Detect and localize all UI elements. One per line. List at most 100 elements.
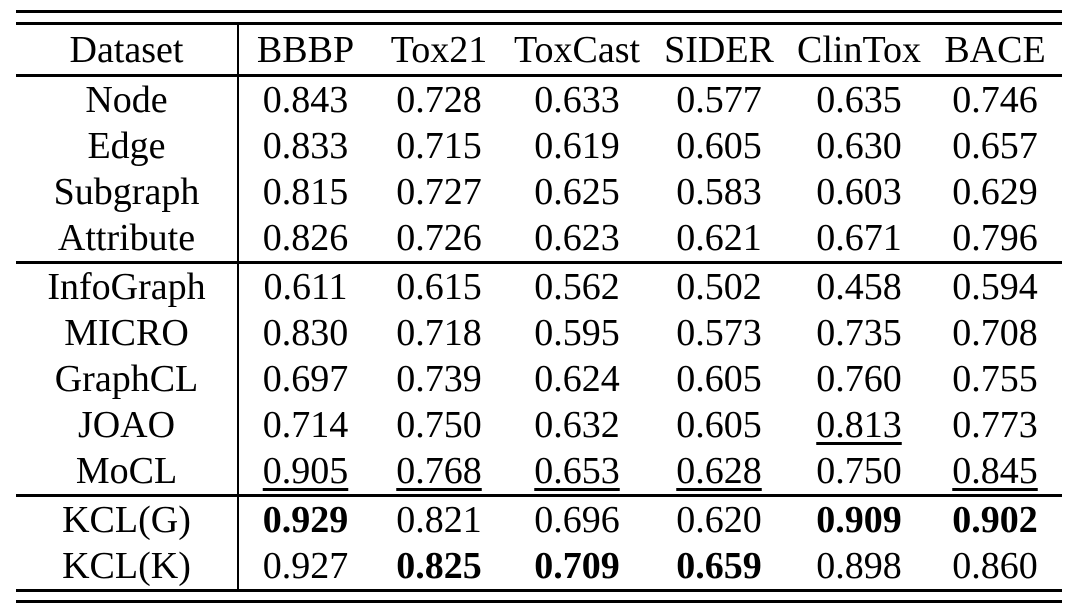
value-cell: 0.796 — [952, 217, 1038, 259]
table-body-group-3: KCL(G) 0.929 0.821 0.696 0.620 0.909 0.902 KCL(… — [16, 495, 1062, 591]
table-row: Node 0.843 0.728 0.633 0.577 0.635 0.746 — [16, 75, 1062, 123]
value-cell: 0.726 — [396, 217, 482, 259]
value-cell: 0.709 — [534, 545, 620, 587]
value-cell: 0.727 — [396, 171, 482, 213]
value-cell: 0.633 — [534, 79, 620, 121]
value-cell: 0.750 — [816, 450, 902, 492]
value-cell: 0.577 — [676, 79, 762, 121]
value-cell: 0.653 — [534, 450, 620, 492]
table-row: Edge 0.833 0.715 0.619 0.605 0.630 0.657 — [16, 123, 1062, 169]
value-cell: 0.697 — [262, 358, 349, 400]
value-cell: 0.735 — [816, 312, 902, 354]
column-header-dataset: Dataset — [16, 23, 239, 77]
value-cell: 0.815 — [262, 171, 349, 213]
row-label: KCL(G) — [16, 495, 239, 543]
value-cell: 0.632 — [534, 404, 620, 446]
value-cell: 0.619 — [534, 125, 620, 167]
value-cell: 0.605 — [676, 125, 762, 167]
results-table: Dataset BBBP Tox21 ToxCast SIDER ClinTox… — [16, 22, 1062, 592]
value-cell: 0.671 — [816, 217, 902, 259]
value-cell: 0.659 — [676, 545, 762, 587]
value-cell: 0.583 — [676, 171, 762, 213]
value-cell: 0.905 — [262, 450, 349, 492]
table-row: GraphCL 0.697 0.739 0.624 0.605 0.760 0.755 — [16, 356, 1062, 402]
table-row: KCL(K) 0.927 0.825 0.709 0.659 0.898 0.860 — [16, 543, 1062, 591]
value-cell: 0.927 — [262, 545, 349, 587]
row-label: MoCL — [16, 448, 239, 496]
row-label: InfoGraph — [16, 262, 239, 310]
value-cell: 0.696 — [534, 499, 620, 541]
value-cell: 0.624 — [534, 358, 620, 400]
results-table-container: Dataset BBBP Tox21 ToxCast SIDER ClinTox… — [16, 10, 1062, 603]
value-cell: 0.615 — [396, 266, 482, 308]
value-cell: 0.909 — [816, 499, 902, 541]
table-header: Dataset BBBP Tox21 ToxCast SIDER ClinTox… — [16, 23, 1062, 77]
row-label: Edge — [16, 123, 239, 169]
value-cell: 0.635 — [816, 79, 902, 121]
value-cell: 0.739 — [396, 358, 482, 400]
table-row: Attribute 0.826 0.726 0.623 0.621 0.671 0.796 — [16, 215, 1062, 263]
value-cell: 0.898 — [816, 545, 902, 587]
value-cell: 0.629 — [952, 171, 1038, 213]
value-cell: 0.773 — [952, 404, 1038, 446]
row-label: Node — [16, 75, 239, 123]
row-label: JOAO — [16, 402, 239, 448]
bottom-double-rule-line — [16, 600, 1062, 603]
value-cell: 0.502 — [676, 266, 762, 308]
value-cell: 0.611 — [263, 266, 348, 308]
table-row: JOAO 0.714 0.750 0.632 0.605 0.813 0.773 — [16, 402, 1062, 448]
value-cell: 0.902 — [952, 499, 1038, 541]
value-cell: 0.628 — [676, 450, 762, 492]
value-cell: 0.746 — [952, 79, 1038, 121]
value-cell: 0.623 — [534, 217, 620, 259]
row-label: KCL(K) — [16, 543, 239, 591]
value-cell: 0.714 — [262, 404, 349, 446]
table-row: MICRO 0.830 0.718 0.595 0.573 0.735 0.708 — [16, 310, 1062, 356]
row-label: GraphCL — [16, 356, 239, 402]
column-header-sider: SIDER — [648, 23, 790, 77]
value-cell: 0.821 — [396, 499, 482, 541]
value-cell: 0.605 — [676, 358, 762, 400]
row-label: MICRO — [16, 310, 239, 356]
table-body-group-2: InfoGraph 0.611 0.615 0.562 0.502 0.458 0.594 M… — [16, 262, 1062, 496]
value-cell: 0.625 — [534, 171, 620, 213]
table-row: MoCL 0.905 0.768 0.653 0.628 0.750 0.845 — [16, 448, 1062, 496]
value-cell: 0.708 — [952, 312, 1038, 354]
value-cell: 0.630 — [816, 125, 902, 167]
table-row: KCL(G) 0.929 0.821 0.696 0.620 0.909 0.902 — [16, 495, 1062, 543]
value-cell: 0.620 — [676, 499, 762, 541]
table-row: InfoGraph 0.611 0.615 0.562 0.502 0.458 0.594 — [16, 262, 1062, 310]
value-cell: 0.760 — [816, 358, 902, 400]
value-cell: 0.603 — [816, 171, 902, 213]
row-label: Attribute — [16, 215, 239, 263]
value-cell: 0.718 — [396, 312, 482, 354]
value-cell: 0.605 — [676, 404, 762, 446]
value-cell: 0.843 — [262, 79, 349, 121]
table-header-row: Dataset BBBP Tox21 ToxCast SIDER ClinTox… — [16, 23, 1062, 77]
column-header-tox21: Tox21 — [372, 23, 506, 77]
table-body-group-1: Node 0.843 0.728 0.633 0.577 0.635 0.746 Edge 0.… — [16, 75, 1062, 263]
value-cell: 0.845 — [952, 450, 1038, 492]
value-cell: 0.833 — [262, 125, 349, 167]
column-header-bbbp: BBBP — [238, 23, 372, 77]
value-cell: 0.929 — [262, 499, 349, 541]
value-cell: 0.715 — [396, 125, 482, 167]
value-cell: 0.825 — [396, 545, 482, 587]
table-row: Subgraph 0.815 0.727 0.625 0.583 0.603 0.629 — [16, 169, 1062, 215]
value-cell: 0.657 — [952, 125, 1038, 167]
column-header-toxcast: ToxCast — [506, 23, 648, 77]
value-cell: 0.750 — [396, 404, 482, 446]
value-cell: 0.595 — [534, 312, 620, 354]
value-cell: 0.768 — [396, 450, 482, 492]
value-cell: 0.860 — [952, 545, 1038, 587]
value-cell: 0.830 — [262, 312, 349, 354]
value-cell: 0.594 — [952, 266, 1038, 308]
value-cell: 0.458 — [816, 266, 902, 308]
row-label: Subgraph — [16, 169, 239, 215]
value-cell: 0.573 — [676, 312, 762, 354]
value-cell: 0.562 — [534, 266, 620, 308]
value-cell: 0.813 — [816, 404, 902, 446]
value-cell: 0.755 — [952, 358, 1038, 400]
value-cell: 0.621 — [676, 217, 762, 259]
value-cell: 0.728 — [396, 79, 482, 121]
